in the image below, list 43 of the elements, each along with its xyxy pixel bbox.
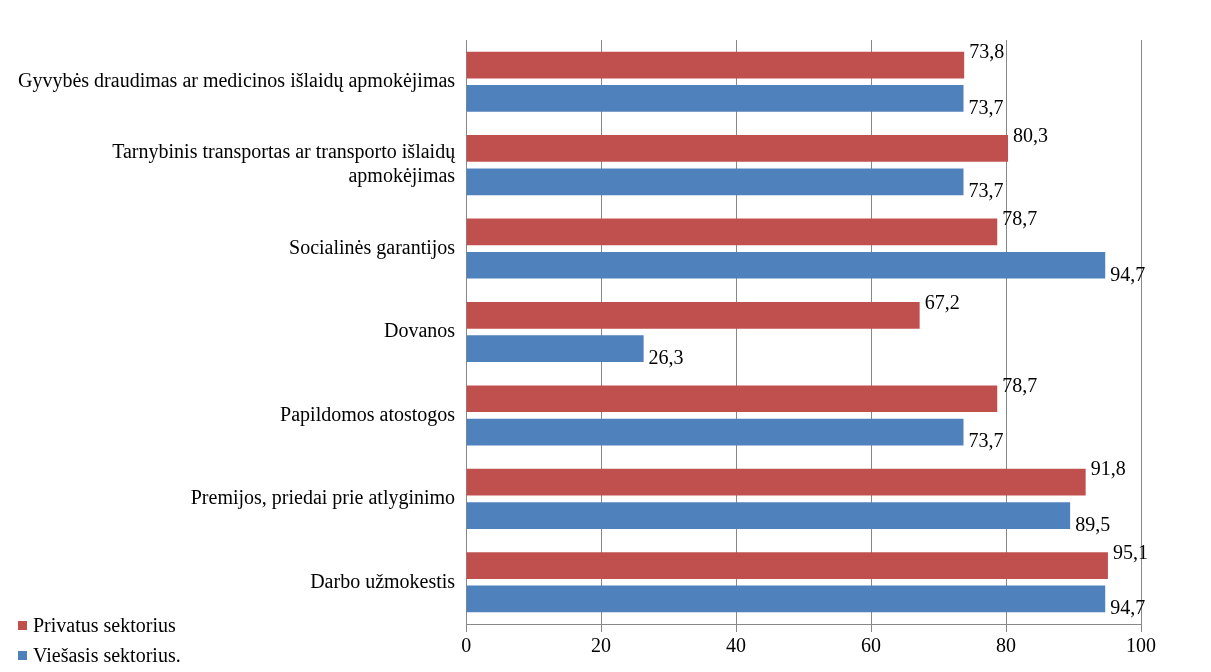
x-tick-label: 60 (861, 634, 882, 657)
y-tick-label: Gyvybės draudimas ar medicinos išlaidų apmokėjimas (17, 68, 456, 92)
data-label: 95,1 (1112, 540, 1148, 563)
data-label: 73,7 (968, 429, 1004, 452)
data-label: 91,8 (1090, 457, 1126, 480)
data-label: 80,3 (1013, 123, 1049, 146)
data-label: 78,7 (1002, 373, 1038, 396)
x-tick-label: 100 (1126, 634, 1156, 657)
bar (466, 385, 998, 413)
bar (466, 301, 920, 329)
bar (466, 168, 964, 196)
legend-label: Viešasis sektorius. (33, 643, 181, 668)
y-tick-label: Dovanos (384, 319, 456, 342)
data-label: 26,3 (648, 345, 684, 368)
bar (466, 251, 1106, 279)
data-label: 67,2 (924, 290, 960, 313)
legend-label: Privatus sektorius (33, 613, 176, 638)
bar (466, 218, 998, 246)
data-label: 73,7 (968, 179, 1004, 202)
bar (466, 85, 964, 112)
y-tick-label: Premijos, priedai prie atlyginimo (190, 486, 456, 510)
y-tick-label: Socialinės garantijos (289, 235, 456, 259)
y-tick-label: Tarnybinis transportas ar transporto išlaidų apmokėjimas (112, 140, 457, 188)
bar (466, 335, 644, 363)
x-tick-label: 40 (726, 634, 747, 657)
bar (466, 418, 964, 446)
bar (466, 135, 1009, 162)
bar (466, 502, 1071, 529)
x-tick-label: 0 (461, 634, 472, 657)
y-tick-label: Papildomos atostogos (280, 402, 456, 426)
bar (466, 552, 1108, 579)
x-tick-label: 20 (591, 634, 612, 657)
data-label: 78,7 (1002, 207, 1038, 230)
x-tick-label: 80 (996, 634, 1017, 657)
bar (466, 51, 965, 79)
data-label: 94,7 (1110, 596, 1146, 619)
data-label: 73,7 (968, 95, 1004, 118)
data-label: 94,7 (1110, 262, 1146, 285)
y-tick-label: Darbo užmokestis (310, 569, 456, 592)
data-label: 89,5 (1075, 512, 1111, 535)
data-label: 73,8 (969, 40, 1005, 63)
bar (466, 585, 1106, 613)
bar (466, 468, 1086, 496)
